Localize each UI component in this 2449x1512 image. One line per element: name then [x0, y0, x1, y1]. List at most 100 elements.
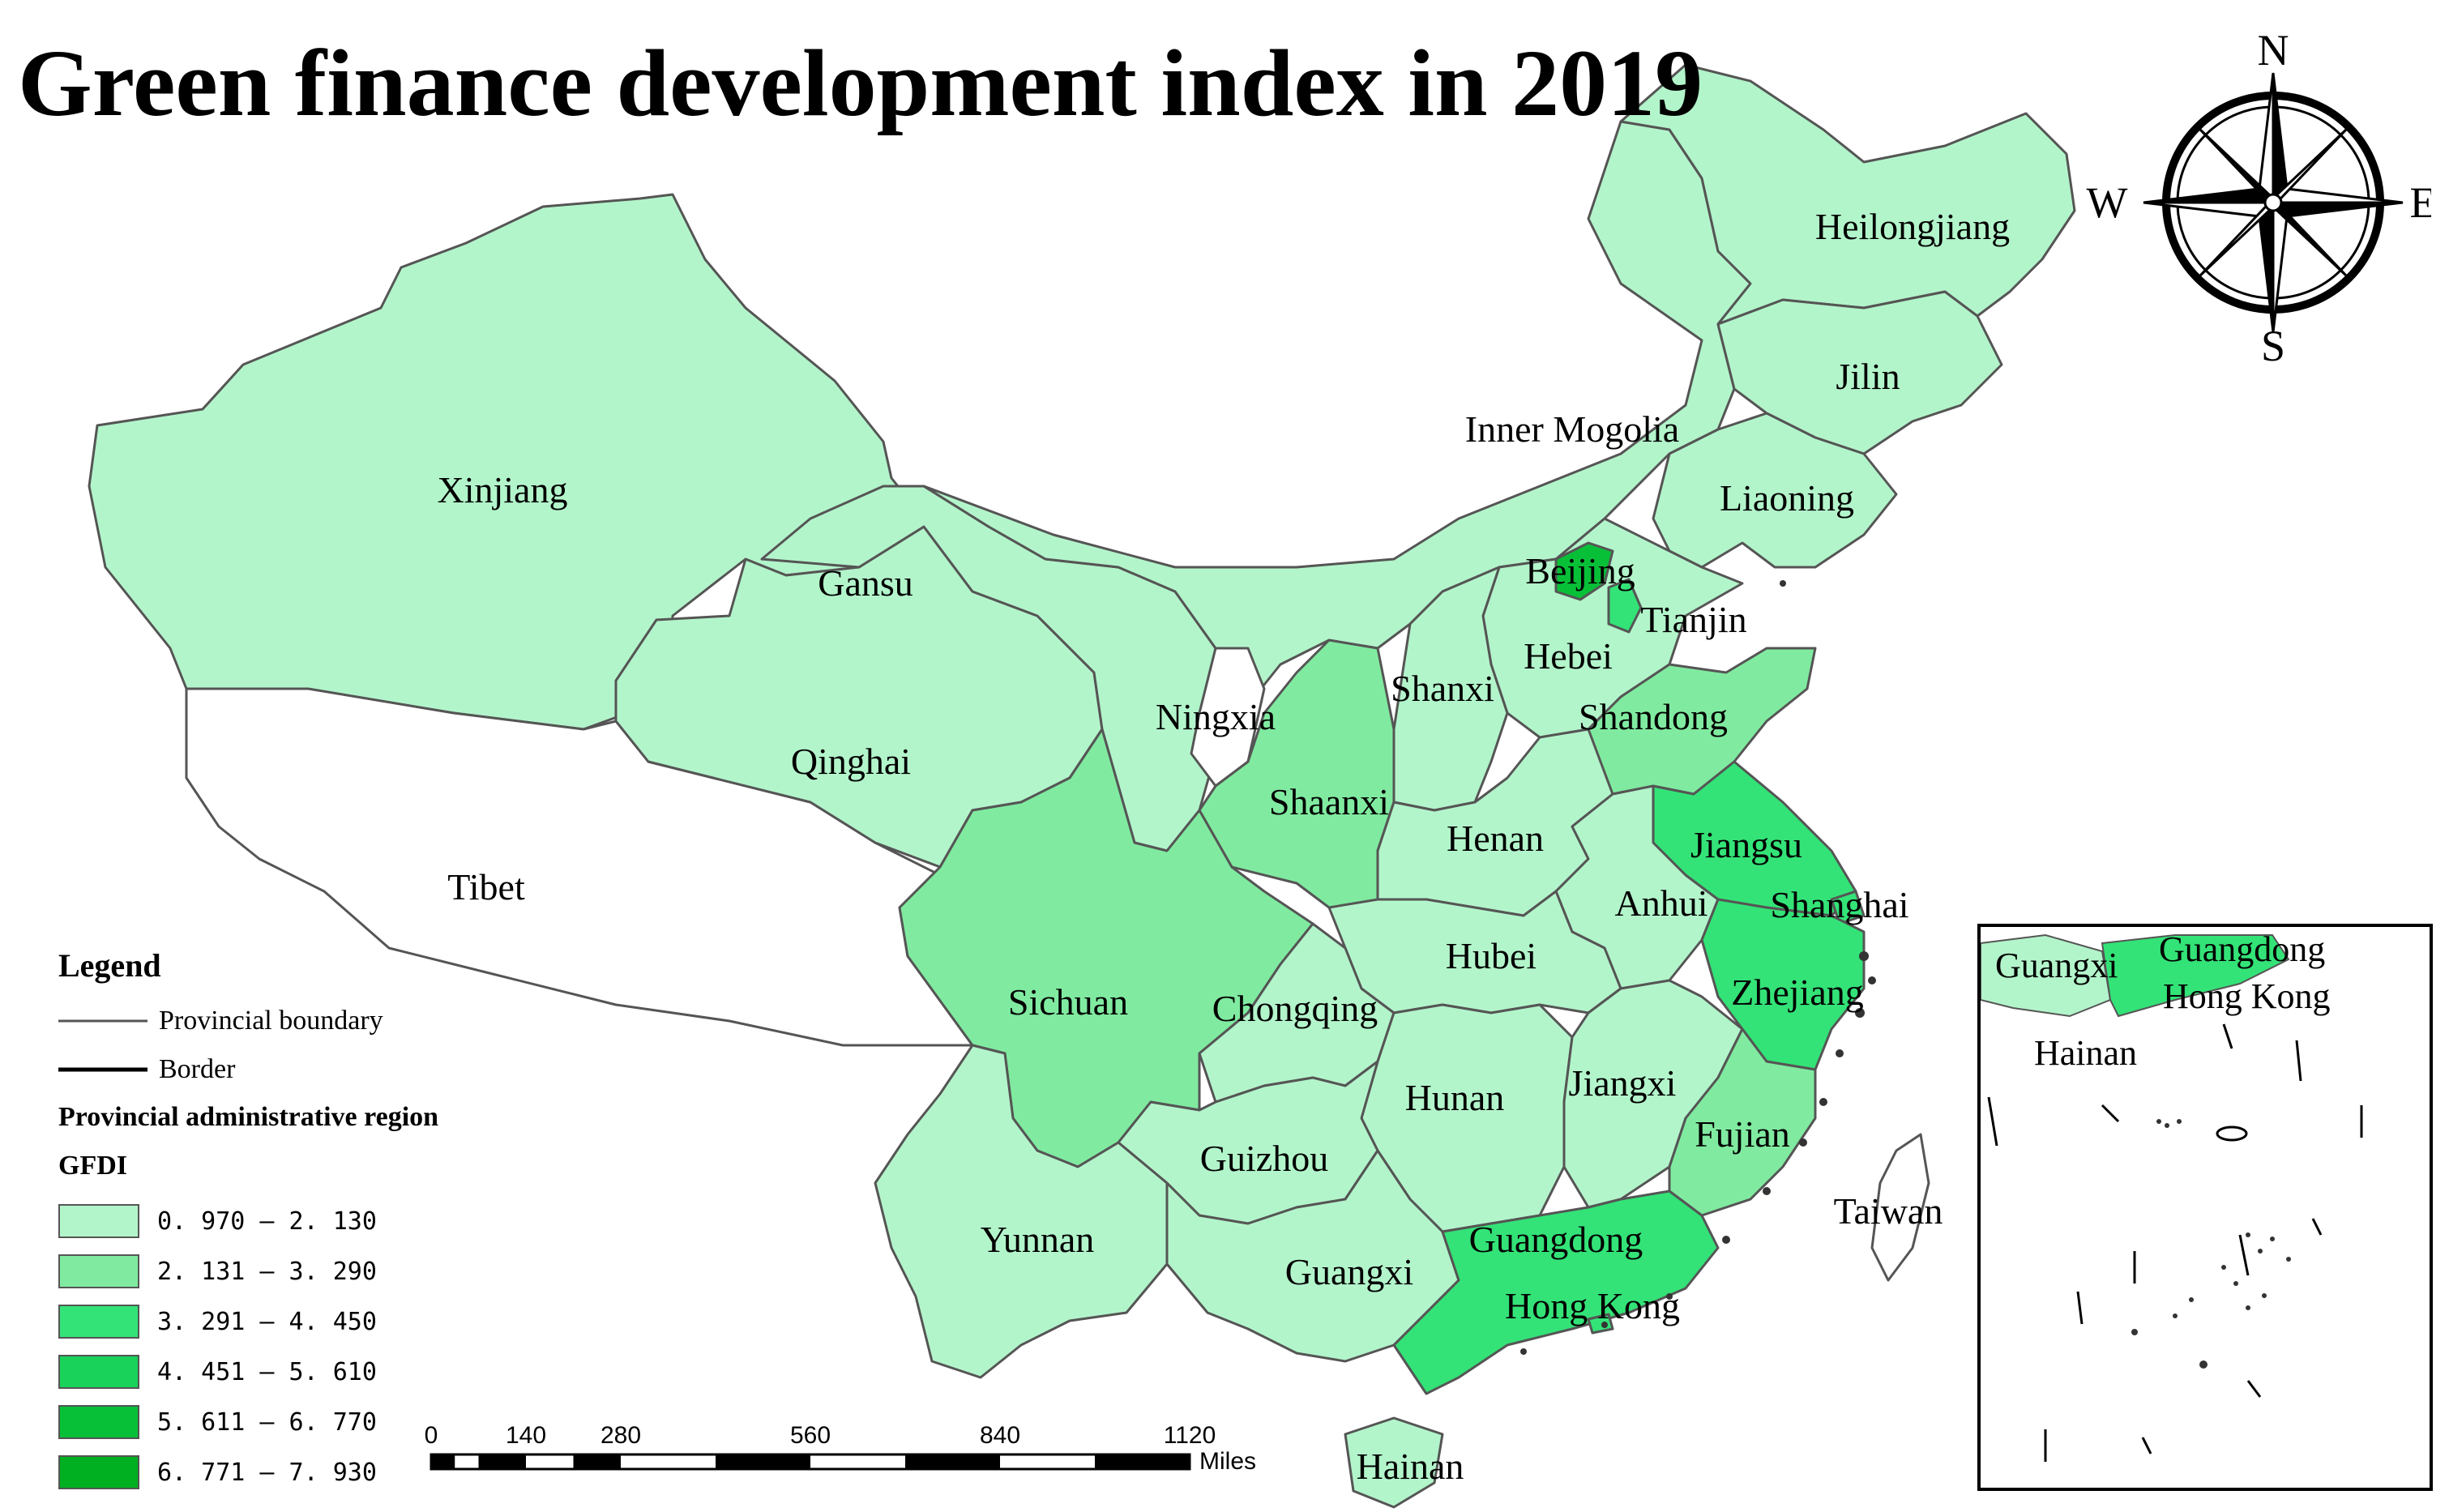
label-hubei: Hubei	[1446, 935, 1537, 976]
region-heilongjiang[interactable]	[1619, 63, 2076, 326]
inset-label-hong-kong: Hong Kong	[2163, 976, 2331, 1016]
legend-region-label: Provincial administrative region	[58, 1102, 439, 1132]
legend-class-label: 2. 131 – 3. 290	[157, 1257, 377, 1286]
label-guangxi: Guangxi	[1285, 1251, 1413, 1292]
scale-tick-label: 280	[600, 1422, 642, 1449]
legend-class-swatch	[58, 1254, 139, 1288]
inset-map-graphic: Guangxi Guangdong Hong Kong Hainan	[1980, 929, 2363, 1462]
legend-class-label: 0. 970 – 2. 130	[157, 1207, 377, 1236]
region-guangdong[interactable]	[1392, 1190, 1720, 1395]
label-guangdong: Guangdong	[1469, 1219, 1643, 1260]
label-inner-mongolia: Inner Mogolia	[1465, 408, 1679, 450]
scale-segment	[431, 1454, 455, 1469]
legend-class-label: 4. 451 – 5. 610	[157, 1357, 377, 1386]
label-qinghai: Qinghai	[791, 741, 911, 782]
scale-bar: 0 140 280 560 840 1120 Miles	[425, 1422, 1321, 1503]
scale-segment	[478, 1454, 526, 1469]
compass-e: E	[2410, 178, 2432, 227]
scale-segment	[905, 1454, 1000, 1469]
scale-segment	[1095, 1454, 1190, 1469]
label-gansu: Gansu	[818, 562, 913, 604]
legend-class-swatch	[58, 1355, 139, 1389]
inset-region-guangdong	[2101, 934, 2290, 1018]
scale-tick-label: 560	[789, 1422, 831, 1449]
legend-class-label: 6. 771 – 7. 930	[157, 1458, 377, 1487]
label-zhejiang: Zhejiang	[1731, 972, 1864, 1013]
legend-class-row: 3. 291 – 4. 450	[58, 1304, 377, 1339]
inset-label-guangdong: Guangdong	[2159, 929, 2325, 969]
legend-boundary-row: Provincial boundary	[58, 1005, 383, 1037]
boundary-line-icon	[58, 1019, 147, 1023]
label-hainan: Hainan	[1357, 1446, 1464, 1487]
region-zhejiang[interactable]	[1700, 898, 1866, 1071]
region-shaanxi[interactable]	[1198, 639, 1395, 917]
province-regions	[88, 63, 2076, 1509]
label-liaoning: Liaoning	[1720, 477, 1854, 519]
label-henan: Henan	[1447, 818, 1544, 859]
inset-label-hainan: Hainan	[2034, 1033, 2137, 1073]
border-line-icon	[58, 1067, 147, 1072]
scale-unit: Miles	[1199, 1448, 1257, 1475]
map-title: Green finance development index in 2019	[18, 30, 1703, 136]
compass-n: N	[2258, 32, 2289, 75]
label-yunnan: Yunnan	[981, 1219, 1095, 1260]
legend-field-label: GFDI	[58, 1151, 127, 1181]
label-jiangsu: Jiangsu	[1690, 824, 1802, 865]
legend-heading: Legend	[58, 947, 161, 984]
scale-tick-label: 840	[979, 1422, 1021, 1449]
legend-class-row: 5. 611 – 6. 770	[58, 1404, 377, 1440]
label-tibet: Tibet	[447, 866, 525, 908]
legend: Legend Provincial boundary Border Provin…	[58, 932, 626, 1499]
label-xinjiang: Xinjiang	[438, 469, 568, 510]
label-ningxia: Ningxia	[1156, 696, 1276, 737]
legend-class-row: 0. 970 – 2. 130	[58, 1203, 377, 1239]
label-guizhou: Guizhou	[1200, 1138, 1328, 1179]
label-anhui: Anhui	[1615, 882, 1708, 924]
inset-map: Guangxi Guangdong Hong Kong Hainan	[1977, 924, 2433, 1491]
label-hong-kong: Hong Kong	[1505, 1285, 1680, 1326]
scale-tick-label: 140	[505, 1422, 547, 1449]
region-tianjin[interactable]	[1607, 578, 1643, 634]
region-hainan[interactable]	[1344, 1416, 1444, 1509]
legend-class-swatch	[58, 1305, 139, 1339]
region-fujian[interactable]	[1668, 1027, 1817, 1217]
province-labels: Xinjiang Tibet Qinghai Gansu Inner Mogol…	[438, 206, 2011, 1487]
region-yunnan[interactable]	[874, 1044, 1169, 1379]
legend-class-swatch	[58, 1204, 139, 1238]
scale-tick-label: 0	[424, 1422, 438, 1449]
label-sichuan: Sichuan	[1008, 981, 1128, 1023]
legend-boundary-label: Provincial boundary	[159, 1006, 383, 1036]
label-heilongjiang: Heilongjiang	[1815, 206, 2010, 247]
scale-bar-graphic	[430, 1453, 1191, 1471]
region-beijing[interactable]	[1554, 541, 1614, 601]
label-fujian: Fujian	[1695, 1113, 1790, 1155]
label-taiwan: Taiwan	[1834, 1190, 1943, 1232]
legend-class-label: 5. 611 – 6. 770	[157, 1407, 377, 1437]
label-hebei: Hebei	[1524, 635, 1613, 677]
region-hong-kong[interactable]	[1587, 1313, 1614, 1335]
label-tianjin: Tianjin	[1640, 599, 1746, 640]
legend-border-label: Border	[159, 1054, 236, 1084]
compass-rose-icon: N S W E	[2087, 32, 2432, 365]
compass-w: W	[2087, 178, 2128, 227]
scale-segment	[573, 1454, 621, 1469]
legend-class-swatch	[58, 1455, 139, 1489]
label-jilin: Jilin	[1836, 356, 1900, 397]
label-shanxi: Shanxi	[1391, 668, 1494, 709]
legend-class-row: 2. 131 – 3. 290	[58, 1254, 377, 1289]
region-shanghai[interactable]	[1830, 890, 1866, 925]
label-shaanxi: Shaanxi	[1269, 781, 1389, 822]
label-hunan: Hunan	[1405, 1077, 1505, 1118]
label-shandong: Shandong	[1579, 696, 1728, 737]
region-taiwan[interactable]	[1870, 1133, 1930, 1282]
scale-segment	[716, 1454, 810, 1469]
label-shanghai: Shanghai	[1770, 884, 1908, 925]
coastline-islands	[1520, 580, 1876, 1355]
inset-label-guangxi: Guangxi	[1995, 946, 2118, 985]
legend-border-row: Border	[58, 1053, 235, 1086]
label-chongqing: Chongqing	[1212, 988, 1378, 1029]
legend-class-swatch	[58, 1405, 139, 1439]
scale-tick-label: 1120	[1163, 1422, 1216, 1449]
compass-s: S	[2261, 322, 2285, 365]
legend-class-row: 4. 451 – 5. 610	[58, 1354, 377, 1390]
